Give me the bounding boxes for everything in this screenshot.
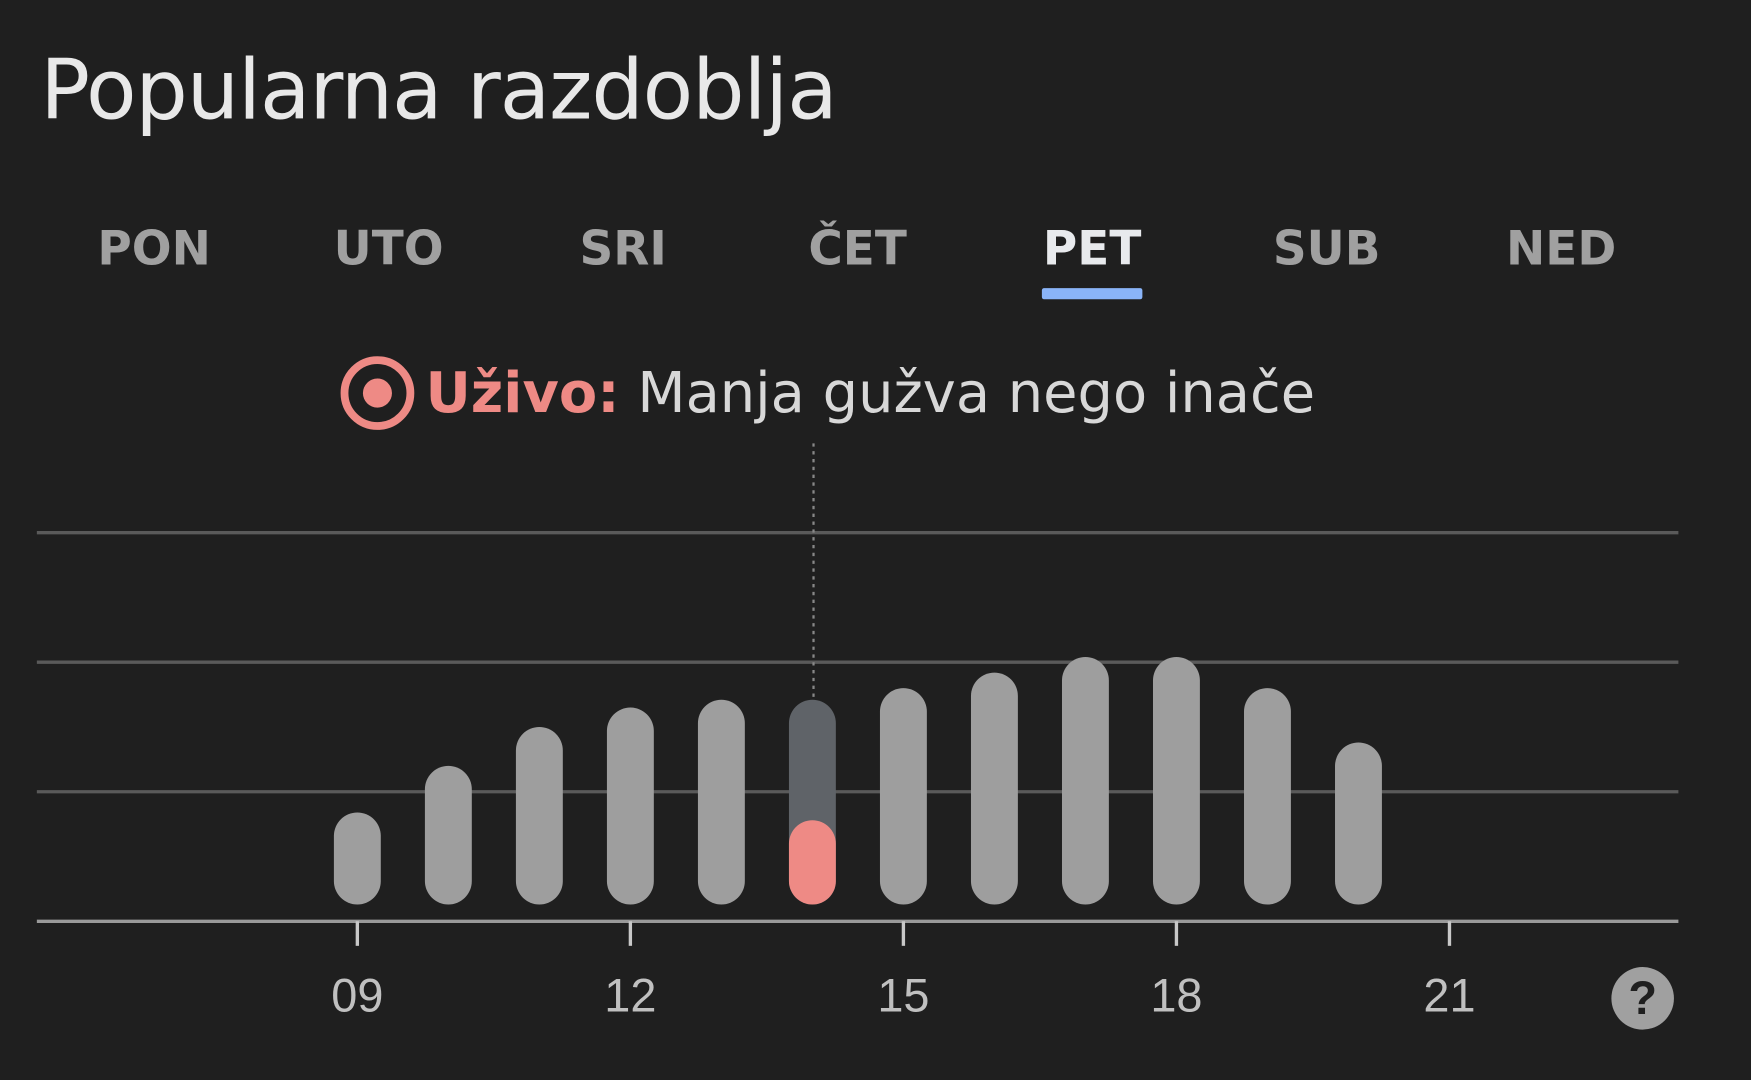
bar-13 — [697, 699, 745, 905]
x-tick-label-18: 18 — [1150, 970, 1202, 1022]
bar-20 — [1335, 742, 1382, 905]
bar-15 — [879, 688, 927, 905]
tab-day-6[interactable]: NED — [1506, 221, 1617, 276]
bar-17 — [1061, 657, 1109, 905]
bar-9 — [333, 812, 381, 905]
tab-day-5[interactable]: SUB — [1272, 221, 1381, 276]
page-title: Popularna razdoblja — [40, 42, 838, 139]
live-status: Uživo: Manja gužva nego inače — [340, 348, 1316, 437]
help-icon[interactable]: ? — [1611, 967, 1674, 1030]
tab-day-0[interactable]: PON — [97, 221, 211, 276]
x-tick-label-09: 09 — [331, 970, 383, 1022]
bar-19 — [1244, 688, 1291, 905]
x-tick-label-15: 15 — [877, 970, 929, 1022]
tab-day-3[interactable]: ČET — [808, 221, 907, 276]
live-target-icon — [340, 356, 415, 430]
x-tick-label-12: 12 — [604, 970, 656, 1022]
bar-11 — [515, 726, 563, 905]
x-tick-label-21: 21 — [1423, 970, 1475, 1022]
bar-12 — [606, 707, 654, 905]
tab-day-4[interactable]: PET — [975, 221, 1210, 305]
bar-10 — [424, 765, 472, 905]
day-tabs: PON UTO SRI ČET PET SUB NED — [37, 221, 1679, 305]
live-text: Manja gužva nego inače — [637, 360, 1316, 426]
bar-18 — [1152, 657, 1200, 905]
bar-16 — [970, 672, 1018, 905]
live-bar-14 — [788, 820, 836, 905]
tab-day-1[interactable]: UTO — [333, 221, 444, 276]
tab-day-2[interactable]: SRI — [579, 221, 667, 276]
live-label: Uživo: — [425, 360, 620, 426]
